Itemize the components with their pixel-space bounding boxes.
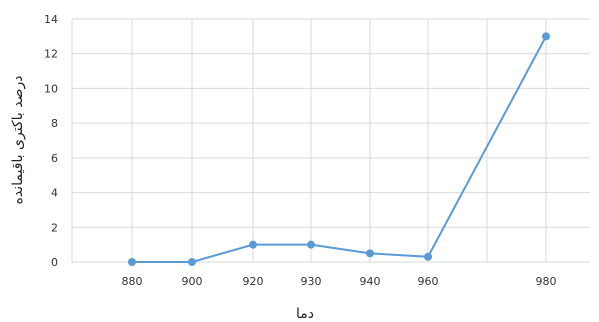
vertical-gridlines bbox=[71, 19, 547, 262]
data-point-900 bbox=[188, 258, 196, 266]
x-tick-label: 900 bbox=[182, 275, 203, 288]
x-tick-label: 920 bbox=[243, 275, 264, 288]
x-tick-label: 880 bbox=[122, 275, 143, 288]
horizontal-gridlines bbox=[72, 18, 590, 263]
y-axis-title: درصد باکتری باقیمانده bbox=[10, 76, 26, 205]
y-tick-label: 0 bbox=[51, 256, 58, 269]
y-tick-label: 14 bbox=[44, 13, 58, 26]
y-tick-label: 12 bbox=[44, 48, 58, 61]
data-point-940 bbox=[366, 249, 374, 258]
series-polyline bbox=[132, 35, 547, 263]
x-axis-title: دما bbox=[296, 306, 314, 322]
x-tick-label: 960 bbox=[418, 275, 439, 288]
data-point-880 bbox=[128, 258, 136, 266]
y-tick-label: 10 bbox=[44, 82, 58, 95]
x-tick-label: 930 bbox=[301, 275, 322, 288]
data-point-980 bbox=[542, 32, 550, 41]
x-tick-label: 940 bbox=[360, 275, 381, 288]
x-axis-tick-labels: 880 900 920 930 940 960 980 bbox=[122, 275, 557, 288]
data-point-930 bbox=[307, 240, 315, 249]
series-points bbox=[128, 32, 550, 266]
y-tick-label: 2 bbox=[51, 221, 58, 234]
y-tick-label: 8 bbox=[51, 117, 58, 130]
y-tick-label: 6 bbox=[51, 152, 58, 165]
data-point-960 bbox=[424, 252, 432, 261]
y-tick-label: 4 bbox=[51, 187, 58, 200]
y-axis-tick-labels: 0 2 4 6 8 10 12 14 bbox=[44, 13, 58, 269]
series-line bbox=[132, 35, 547, 263]
x-tick-label: 980 bbox=[536, 275, 557, 288]
data-point-920 bbox=[249, 240, 257, 249]
